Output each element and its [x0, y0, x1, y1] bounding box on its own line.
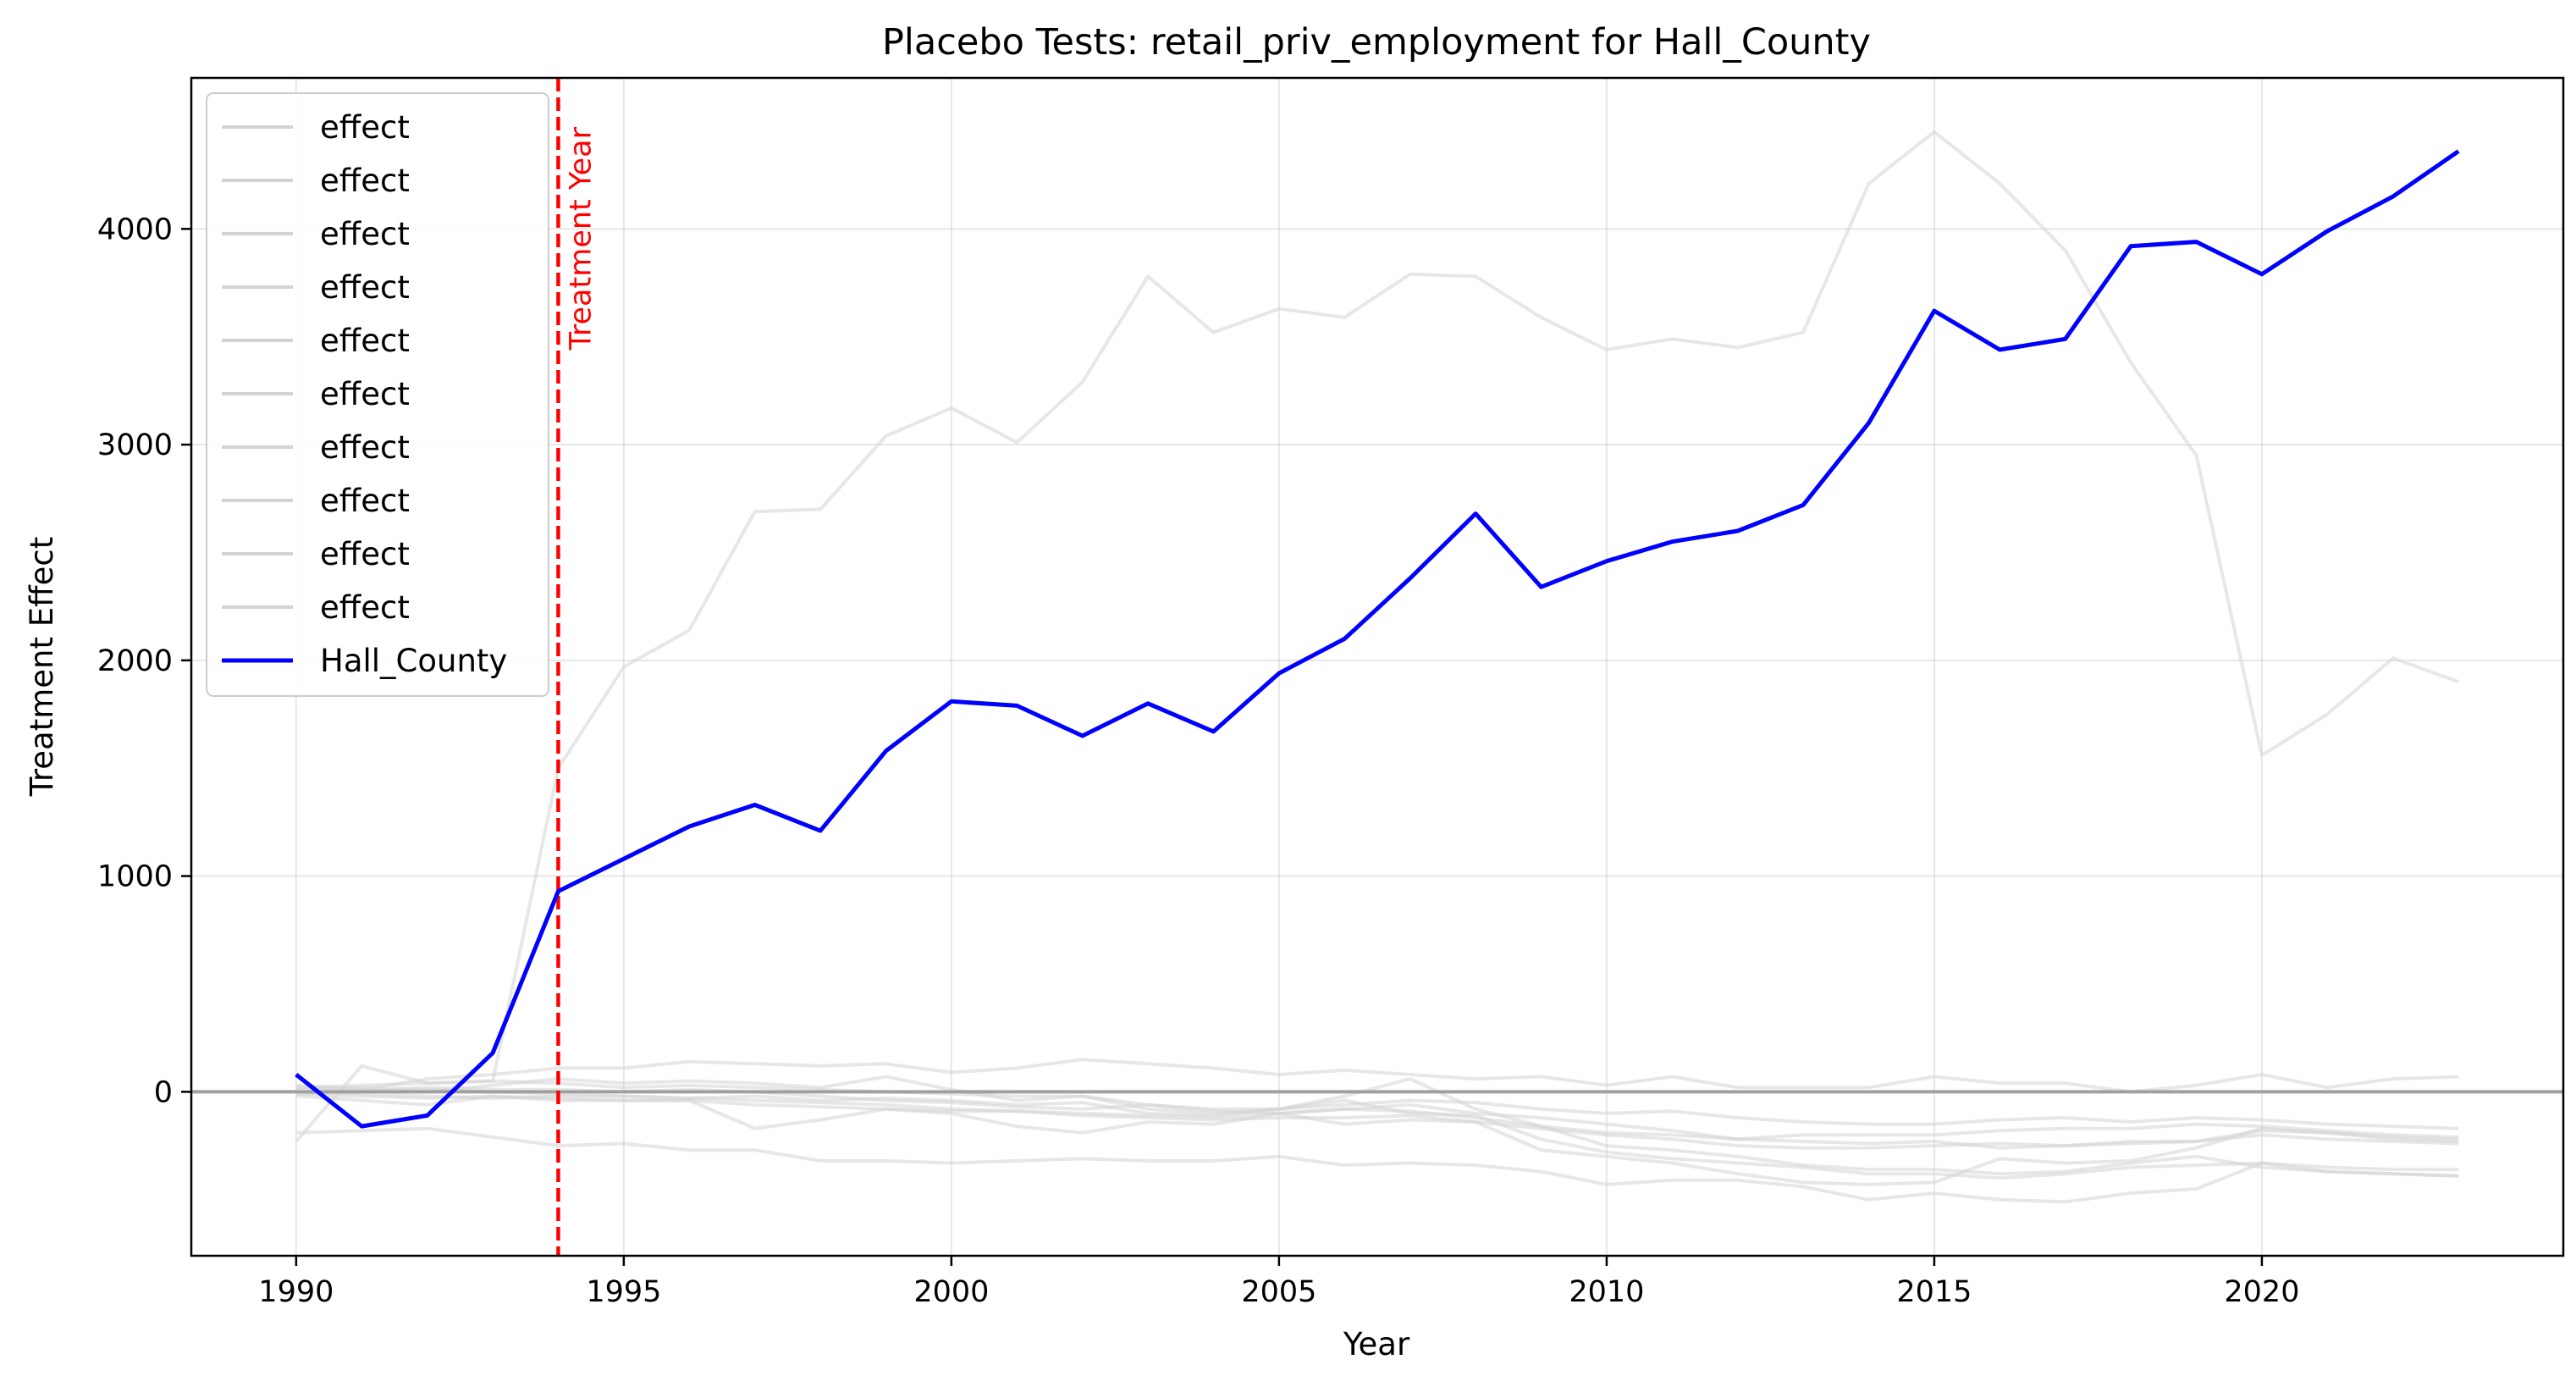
chart-title: Placebo Tests: retail_priv_employment fo…	[882, 21, 1871, 64]
legend-label: Hall_County	[320, 643, 507, 679]
legend-label: effect	[320, 269, 410, 306]
legend: effect effect effect effect effect effect effe…	[206, 92, 549, 697]
x-tick-label: 2005	[1241, 1275, 1316, 1309]
x-tick-label: 2015	[1896, 1275, 1972, 1309]
x-tick-label: 2010	[1569, 1275, 1644, 1309]
legend-box	[206, 92, 549, 697]
x-tick-label: 1990	[258, 1275, 334, 1309]
legend-label: effect	[320, 323, 410, 359]
legend-label: effect	[320, 109, 410, 146]
treated-series-line	[295, 149, 2460, 1129]
legend-label: effect	[320, 376, 410, 412]
x-tick-label: 2020	[2224, 1275, 2299, 1309]
placebo-series-line-9	[295, 1091, 2459, 1150]
y-tick-label: 1000	[97, 860, 173, 894]
legend-label: effect	[320, 483, 410, 519]
legend-label: effect	[320, 429, 410, 466]
plot-frame	[190, 76, 2565, 1257]
y-tick-label: 3000	[97, 428, 173, 462]
reference-lines: Treatment Year	[191, 78, 2563, 1256]
placebo-lines	[295, 130, 2459, 1204]
legend-label: effect	[320, 536, 410, 572]
x-tick-label: 2000	[913, 1275, 989, 1309]
placebo-series-line-1	[295, 130, 2459, 1143]
y-tick-label: 4000	[97, 213, 173, 246]
treated-line	[295, 149, 2460, 1129]
legend-label: effect	[320, 216, 410, 252]
placebo-series-line-2	[295, 1126, 2459, 1204]
legend-label: effect	[320, 589, 410, 626]
placebo-series-line-3	[295, 1058, 2459, 1094]
y-tick-label: 2000	[97, 644, 173, 678]
legend-label: effect	[320, 163, 410, 199]
placebo-series-line-10	[295, 1075, 2459, 1180]
x-tick-label: 1995	[586, 1275, 661, 1309]
x-axis-label: Year	[1343, 1326, 1410, 1362]
axis-ticks: 1990 1995 2000 2005 2010 2015 2020 0 1000 2000 300…	[97, 213, 2300, 1309]
y-axis-label: Treatment Effect	[24, 537, 60, 798]
treatment-year-annotation: Treatment Year	[564, 126, 598, 351]
y-tick-label: 0	[154, 1075, 173, 1109]
